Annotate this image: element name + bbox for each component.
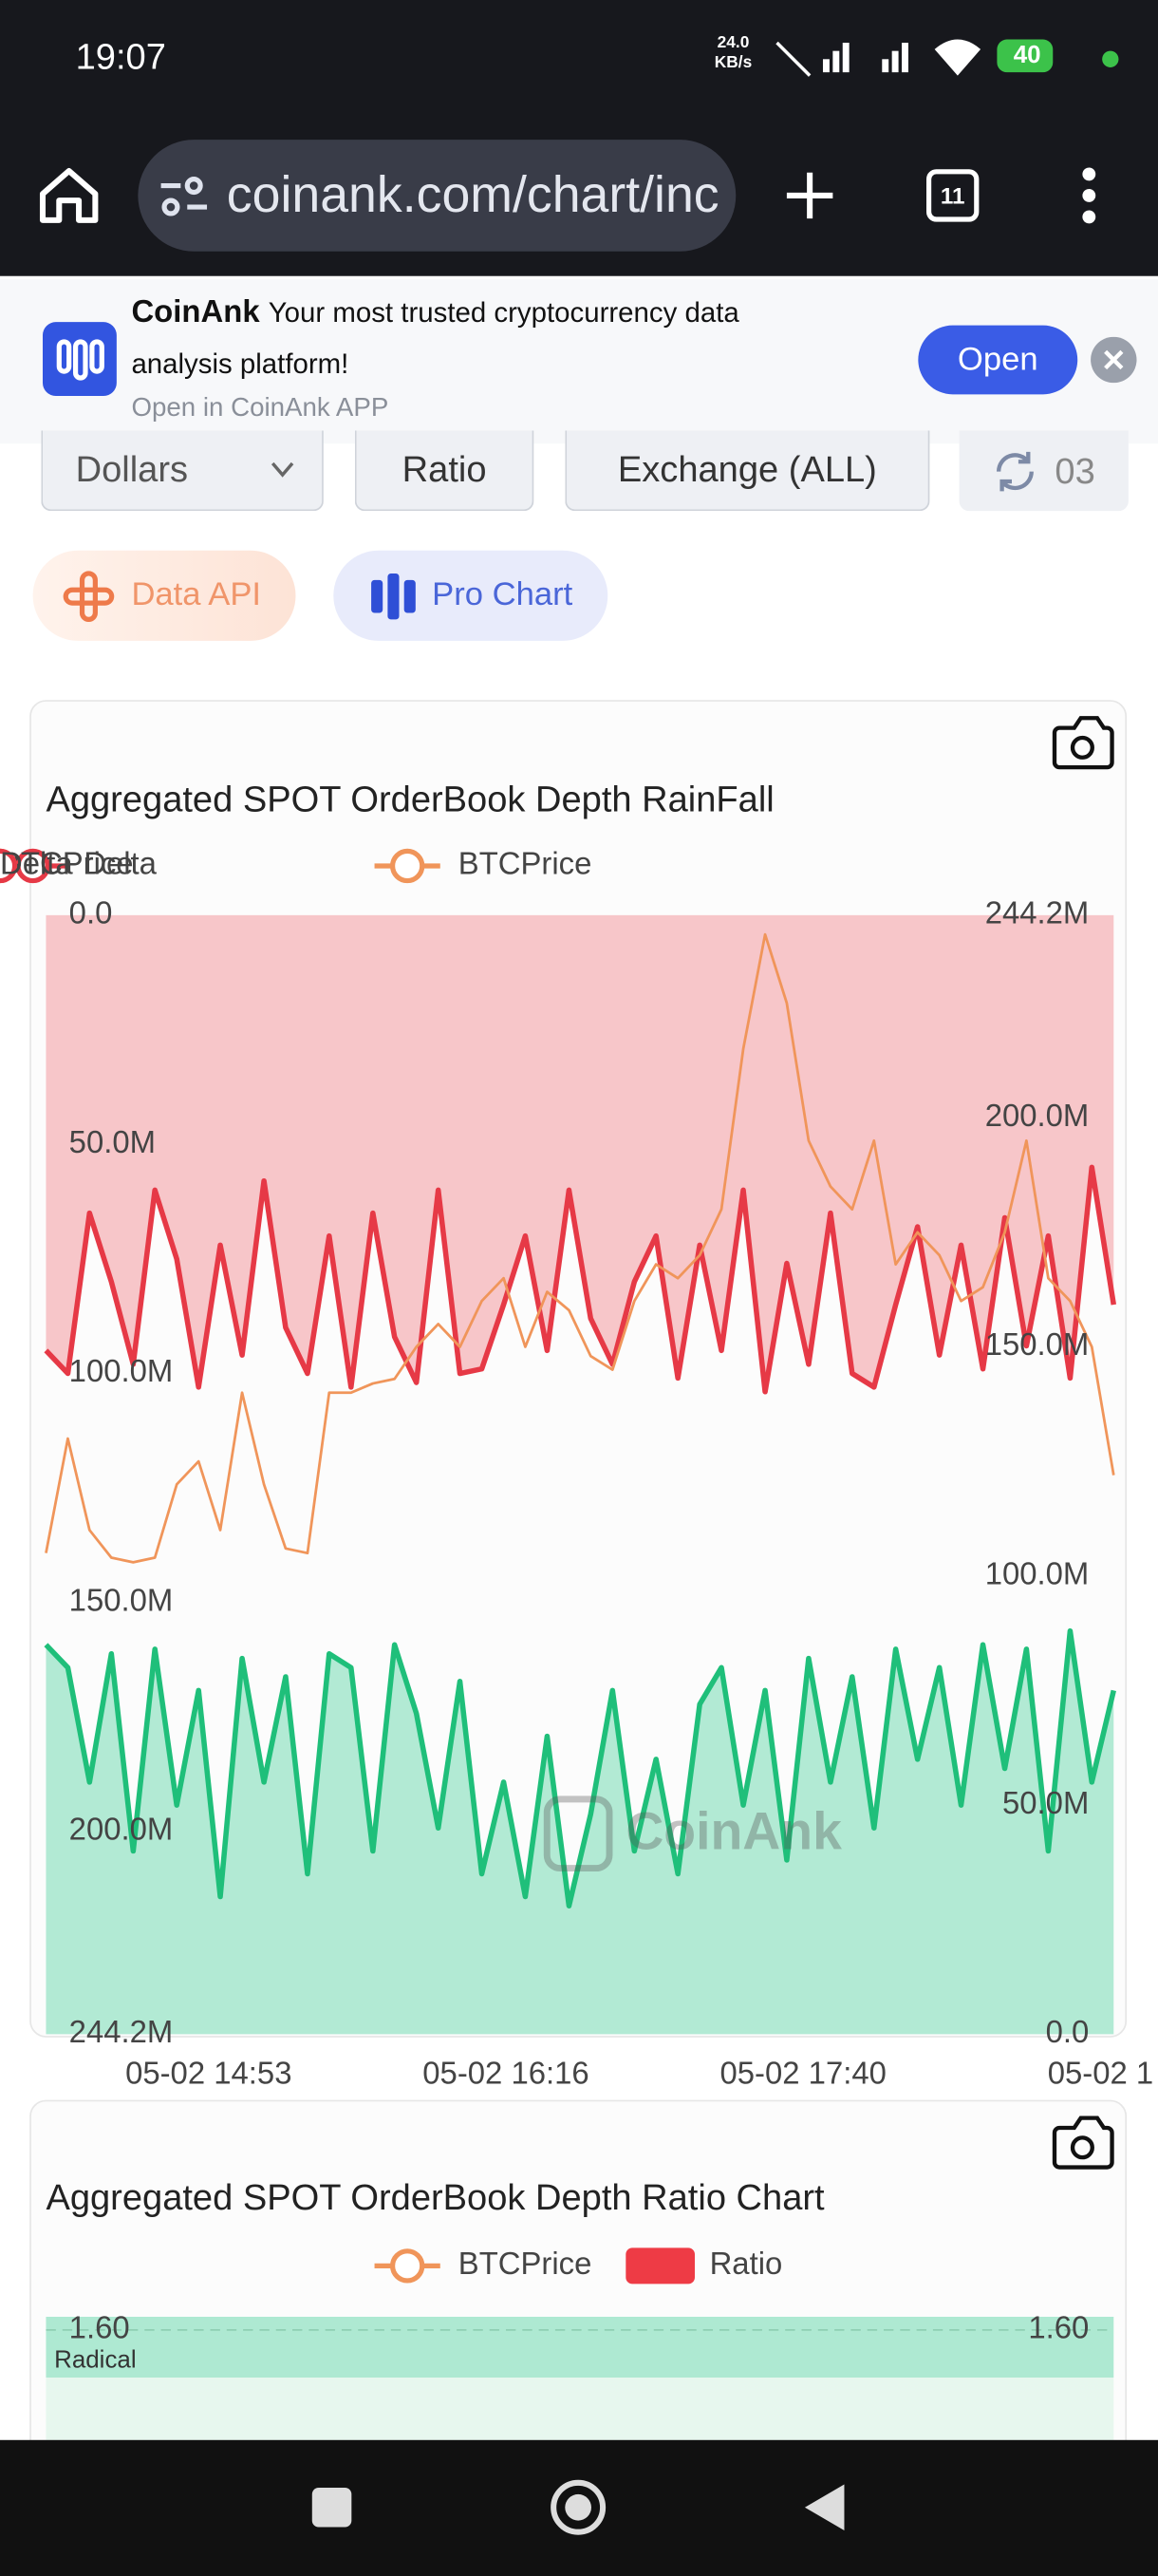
watermark-logo xyxy=(543,1796,613,1872)
y2-tick-label: 100.0M xyxy=(985,1555,1090,1590)
pro-icon xyxy=(371,573,416,620)
legend-label: BTCPrice xyxy=(458,846,592,881)
y-tick-label: 0.0 xyxy=(69,895,113,931)
y-tick-label: 244.2M xyxy=(69,2014,174,2049)
api-icon xyxy=(63,571,115,622)
banner-hint: Open in CoinAnk APP xyxy=(131,394,389,423)
price-line xyxy=(45,932,1115,1564)
recents[interactable] xyxy=(311,2487,352,2528)
refresh-button[interactable]: 03 xyxy=(959,430,1129,512)
y-tick-label: 150.0M xyxy=(69,1582,174,1617)
depth-line xyxy=(44,1164,1117,1395)
mode-button[interactable]: Ratio xyxy=(354,430,534,512)
menu[interactable] xyxy=(1074,164,1104,227)
legend-marker xyxy=(0,848,18,884)
nav-buttons xyxy=(311,2479,845,2535)
zone xyxy=(46,2317,1114,2379)
dot xyxy=(1102,50,1119,67)
y-tick-label: 50.0M xyxy=(69,1124,156,1159)
y-tick-label: 200.0M xyxy=(69,1812,174,1847)
screenshot-button[interactable] xyxy=(1052,2115,1114,2170)
close-button[interactable] xyxy=(1091,336,1137,384)
app-icon xyxy=(42,322,117,397)
y2-tick-label: 150.0M xyxy=(985,1326,1090,1362)
unit-select[interactable]: Dollars xyxy=(41,430,324,512)
tabs[interactable]: 11 xyxy=(926,169,980,222)
y2-tick-label: 50.0M xyxy=(1002,1785,1089,1820)
refresh-count: 03 xyxy=(1055,449,1095,491)
legend-marker xyxy=(15,848,50,884)
depth-area xyxy=(46,1630,1114,2035)
status-icons xyxy=(775,39,1054,77)
new-tab[interactable] xyxy=(782,168,838,224)
speed: 24.0 xyxy=(717,34,750,53)
y2-tick-label: 0.0 xyxy=(1046,2014,1090,2049)
pro-chart-button[interactable]: Pro Chart xyxy=(333,550,608,641)
zone xyxy=(46,2378,1114,2440)
y2-tick-label: 200.0M xyxy=(985,1098,1090,1133)
chart-title: Aggregated SPOT OrderBook Depth Ratio Ch… xyxy=(46,2178,825,2218)
home[interactable] xyxy=(551,2479,607,2535)
y2-tick-label: 1.60 xyxy=(1028,2310,1089,2345)
y-tick-label: 1.60 xyxy=(69,2310,130,2345)
camera-lens xyxy=(1070,735,1094,760)
depth-area xyxy=(46,914,1114,1392)
depth-line xyxy=(44,1627,1116,1908)
y-tick-label: 100.0M xyxy=(69,1353,174,1388)
legend-label: BTCPrice xyxy=(458,2246,592,2281)
zone-label: Radical xyxy=(54,2347,137,2374)
chart-title: Aggregated SPOT OrderBook Depth RainFall xyxy=(46,780,774,820)
x-tick-label: 05-02 17:40 xyxy=(720,2055,887,2090)
camera-lens xyxy=(1070,2135,1094,2160)
app-name: CoinAnk xyxy=(131,295,260,330)
api-label: Data API xyxy=(131,576,262,613)
url: coinank.com/chart/inc xyxy=(226,165,719,224)
legend-label: Ratio xyxy=(710,2246,783,2281)
nav-bar xyxy=(0,2439,1158,2576)
x-tick-label: 05-02 16:16 xyxy=(422,2055,588,2090)
banner-line: CoinAnk Your most trusted cryptocurrency… xyxy=(131,295,738,331)
net-speed: 24.0 KB/s xyxy=(715,34,752,74)
screenshot-button[interactable] xyxy=(1052,716,1114,770)
x-tick-label: 05-02 14:53 xyxy=(125,2055,291,2090)
legend-marker xyxy=(389,2248,425,2284)
home-button[interactable] xyxy=(36,164,102,227)
back[interactable] xyxy=(804,2484,845,2530)
data-api-button[interactable]: Data API xyxy=(32,550,296,641)
pro-label: Pro Chart xyxy=(432,576,573,613)
y2-tick-label: 244.2M xyxy=(985,895,1090,931)
legend-marker xyxy=(389,848,425,884)
legend-label: Delta xyxy=(84,846,157,881)
clock: 19:07 xyxy=(75,36,166,78)
chevron xyxy=(271,461,294,478)
refresh-icon xyxy=(996,451,1034,492)
watermark: CoinAnk xyxy=(543,1796,842,1872)
speed-unit: KB/s xyxy=(714,54,753,73)
tagline2: analysis platform! xyxy=(131,348,349,380)
open-button[interactable]: Open xyxy=(918,325,1078,395)
camera-icon xyxy=(1052,2115,1114,2170)
exchange-button[interactable]: Exchange (ALL) xyxy=(565,430,930,512)
unit: Dollars xyxy=(75,448,189,490)
tagline: Your most trusted cryptocurrency data xyxy=(268,297,739,329)
battery: 40 xyxy=(1013,41,1041,69)
app-logo xyxy=(56,339,104,381)
legend-box xyxy=(626,2247,696,2285)
legend-label: BTCPrice xyxy=(0,846,134,881)
site-icon xyxy=(160,177,208,216)
camera-icon xyxy=(1052,716,1114,770)
watermark-text: CoinAnk xyxy=(626,1802,842,1861)
x-tick-label: 05-02 1 xyxy=(1048,2055,1153,2090)
url-bar[interactable]: coinank.com/chart/inc xyxy=(138,140,737,252)
legend-label: Delta xyxy=(0,846,73,881)
